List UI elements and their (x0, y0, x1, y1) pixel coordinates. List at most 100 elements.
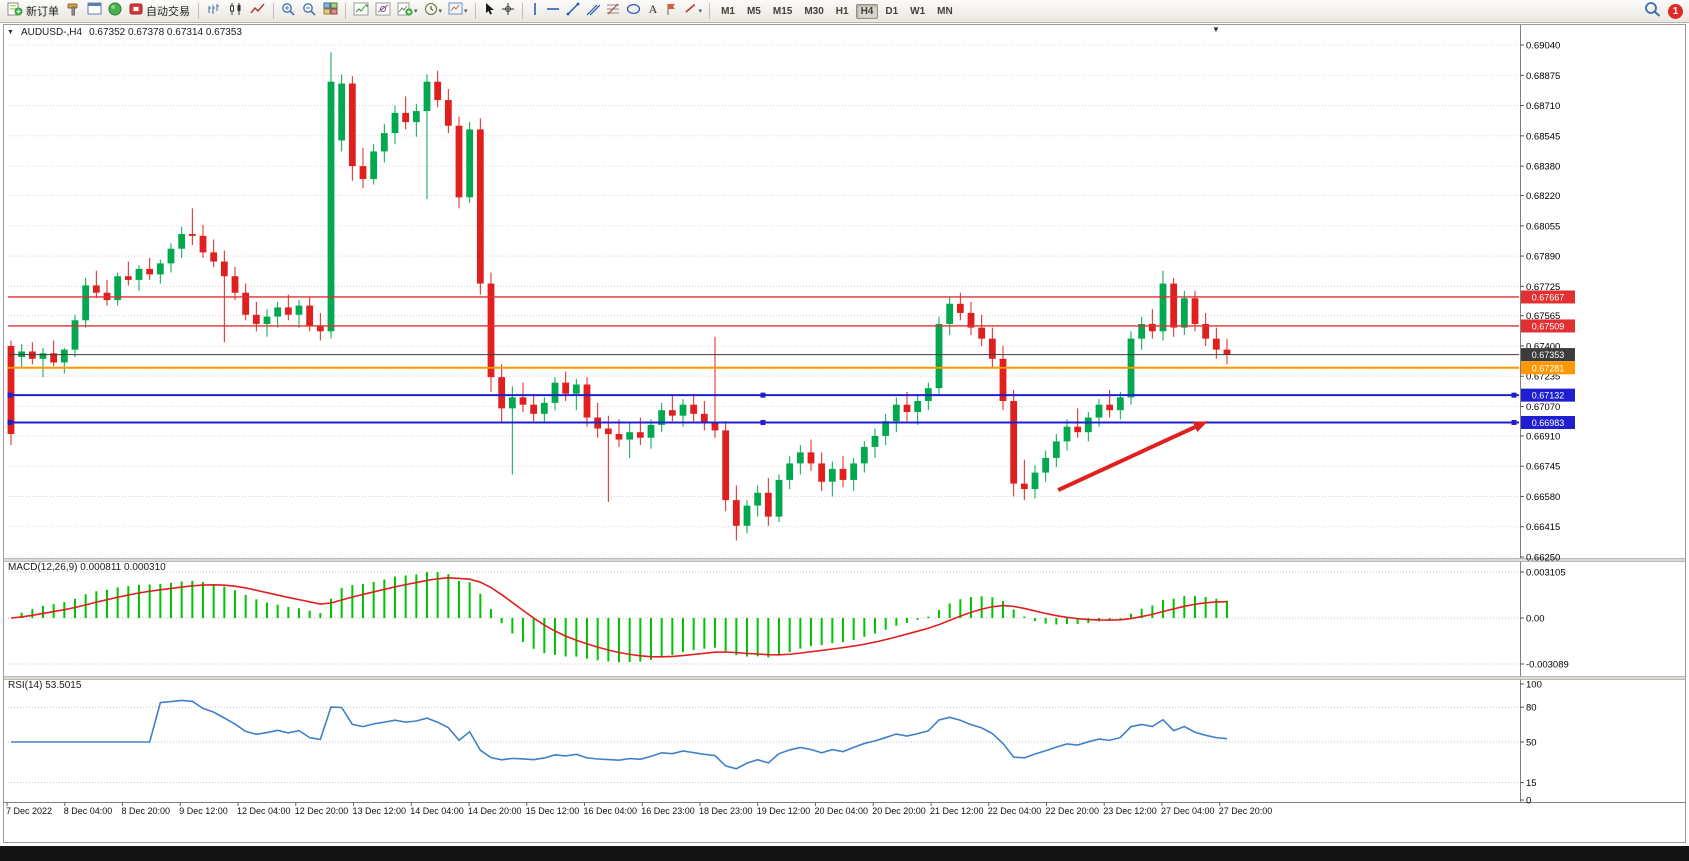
ohlc-quote-values: 0.67352 0.67378 0.67314 0.67353 (89, 27, 242, 38)
panel-separator[interactable] (3, 676, 1686, 680)
horizontal-line-icon (546, 2, 560, 20)
horizontal-line-tool-button[interactable] (544, 1, 562, 21)
svg-text:20 Dec 04:00: 20 Dec 04:00 (815, 806, 869, 816)
dropdown-caret-icon: ▾ (698, 8, 703, 15)
svg-text:16 Dec 04:00: 16 Dec 04:00 (584, 806, 638, 816)
globe-button[interactable] (106, 1, 124, 22)
svg-text:-0.003089: -0.003089 (1526, 660, 1569, 671)
panel-separator[interactable] (3, 558, 1686, 562)
svg-text:50: 50 (1526, 738, 1537, 749)
svg-text:14 Dec 20:00: 14 Dec 20:00 (468, 806, 522, 816)
svg-text:14 Dec 04:00: 14 Dec 04:00 (410, 806, 464, 816)
globe-icon (108, 2, 122, 21)
flag-icon (665, 2, 678, 21)
chart-window-button[interactable] (85, 1, 104, 21)
chart-title: ▼ AUDUSD-,H4 0.67352 0.67378 0.67314 0.6… (7, 27, 242, 38)
hammer-tool-button[interactable] (64, 1, 83, 22)
timeframe-H4[interactable]: H4 (855, 3, 879, 19)
arrows-tool-button[interactable]: ▾ (682, 1, 705, 21)
toolbar-separator (709, 3, 711, 19)
svg-text:27 Dec 04:00: 27 Dec 04:00 (1161, 806, 1215, 816)
timeframe-M5[interactable]: M5 (746, 5, 761, 17)
label-tool-button[interactable] (663, 1, 680, 22)
zoom-in-icon (281, 2, 296, 21)
svg-text:0.67353: 0.67353 (1532, 350, 1565, 360)
fibonacci-tool-button[interactable] (604, 1, 622, 22)
tile-windows-button[interactable] (321, 1, 340, 21)
scroll-to-end-marker[interactable]: ▼ (1212, 25, 1220, 34)
zoom-out-button[interactable] (300, 1, 319, 22)
svg-text:0.66983: 0.66983 (1532, 418, 1565, 428)
timeframe-H1[interactable]: H1 (835, 5, 849, 17)
timeframe-M15[interactable]: M15 (772, 5, 793, 17)
line-chart-mode-button[interactable] (248, 1, 268, 22)
periods-button[interactable]: ▾ (422, 1, 445, 22)
dropdown-caret-icon: ▾ (464, 8, 468, 15)
timeframe-M1[interactable]: M1 (721, 5, 735, 17)
svg-text:0.68875: 0.68875 (1526, 71, 1560, 82)
tile-windows-icon (323, 2, 338, 20)
text-icon: A (647, 2, 659, 20)
macd-indicator-label: MACD(12,26,9) 0.000811 0.000310 (8, 562, 166, 573)
timeframe-MN[interactable]: MN (937, 5, 953, 17)
clock-icon (424, 2, 438, 21)
svg-text:0.68220: 0.68220 (1526, 191, 1560, 202)
channel-tool-button[interactable] (584, 1, 602, 22)
templates-button[interactable]: ▾ (446, 1, 470, 21)
crosshair-tool-button[interactable] (499, 1, 517, 22)
svg-text:0.66745: 0.66745 (1526, 462, 1560, 473)
svg-text:19 Dec 12:00: 19 Dec 12:00 (757, 806, 811, 816)
add-indicator-button[interactable]: ▾ (395, 1, 420, 22)
svg-text:0.66910: 0.66910 (1526, 431, 1560, 442)
autotrading-button[interactable]: 自动交易 (126, 1, 193, 22)
shapes-tool-button[interactable] (624, 1, 643, 21)
zoom-in-button[interactable] (279, 1, 298, 22)
symbol-period-label: AUDUSD-,H4 (20, 27, 83, 38)
new-order-button[interactable]: 新订单 (4, 1, 62, 22)
trendline-tool-button[interactable] (564, 1, 582, 22)
svg-text:9 Dec 12:00: 9 Dec 12:00 (179, 806, 228, 816)
bar-chart-icon (206, 2, 222, 21)
text-tool-button[interactable]: A (645, 1, 661, 21)
one-click-trading-toggle-icon[interactable]: ▼ (7, 29, 14, 36)
channel-icon (586, 2, 600, 21)
line-chart-icon (250, 2, 266, 21)
svg-text:16 Dec 23:00: 16 Dec 23:00 (641, 806, 695, 816)
new-order-label: 新订单 (26, 6, 59, 18)
timeframe-W1[interactable]: W1 (910, 5, 926, 17)
svg-text:0.69040: 0.69040 (1526, 41, 1560, 52)
hline-object-0.66983[interactable] (7, 419, 1520, 425)
objects-window-button[interactable] (373, 1, 393, 22)
vertical-line-tool-button[interactable] (528, 1, 542, 22)
bar-chart-mode-button[interactable] (204, 1, 224, 22)
indicators-window-button[interactable] (351, 1, 371, 22)
hammer-icon (66, 2, 81, 21)
toolbar-separator (521, 3, 523, 19)
svg-text:0.67235: 0.67235 (1526, 372, 1560, 383)
svg-text:15: 15 (1526, 778, 1537, 789)
svg-text:12 Dec 04:00: 12 Dec 04:00 (237, 806, 291, 816)
toolbar-separator (474, 3, 476, 19)
toolbar-separator (345, 3, 346, 19)
timeframe-toolbar: M1 M5 M15 M30 H1 H4 D1 W1 MN (715, 3, 959, 19)
svg-text:0.00: 0.00 (1526, 614, 1545, 625)
timeframe-D1[interactable]: D1 (885, 5, 899, 17)
price-tag (1521, 361, 1575, 375)
svg-text:0.67070: 0.67070 (1526, 402, 1560, 413)
bottom-bar (0, 846, 1689, 861)
candlestick-mode-button[interactable] (226, 1, 246, 22)
arrow-annotation[interactable] (1057, 421, 1208, 492)
cursor-tool-button[interactable] (481, 1, 497, 22)
svg-text:80: 80 (1526, 703, 1537, 714)
hline-object-0.67132[interactable] (7, 392, 1520, 398)
notification-badge[interactable]: 1 (1668, 3, 1683, 19)
search-icon[interactable] (1644, 1, 1661, 22)
price-tag (1521, 388, 1575, 402)
svg-text:0.67890: 0.67890 (1526, 252, 1560, 263)
svg-text:0.68055: 0.68055 (1526, 221, 1560, 232)
vertical-line-icon (530, 2, 540, 21)
timeframe-M30[interactable]: M30 (804, 5, 824, 17)
candlestick-icon (228, 2, 244, 21)
svg-text:20 Dec 20:00: 20 Dec 20:00 (872, 806, 926, 816)
